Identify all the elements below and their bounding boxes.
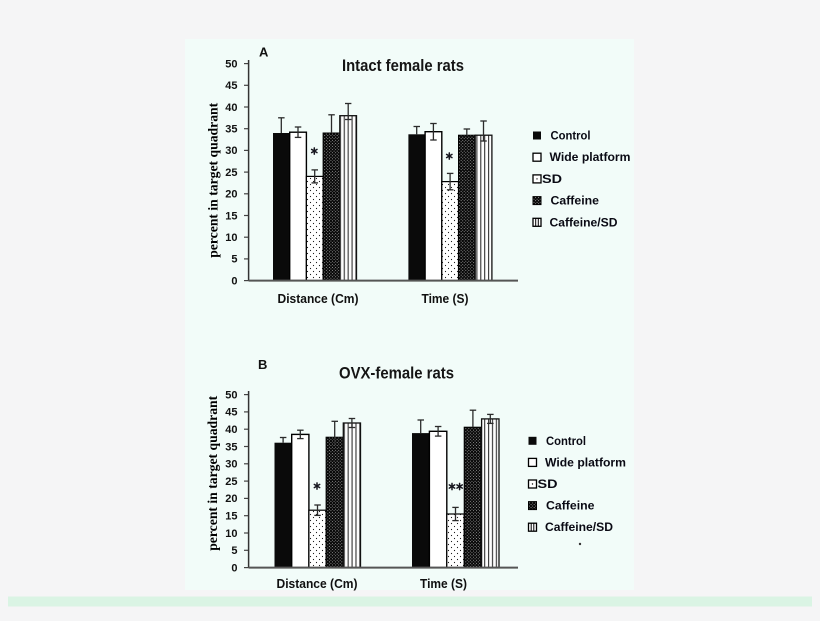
svg-text:Intact female rats: Intact female rats bbox=[342, 57, 464, 75]
svg-text:20: 20 bbox=[225, 189, 237, 201]
svg-text:5: 5 bbox=[231, 254, 237, 266]
svg-text:Caffeine: Caffeine bbox=[551, 196, 600, 208]
svg-text:Caffeine/SD: Caffeine/SD bbox=[545, 522, 613, 534]
svg-text:Control: Control bbox=[546, 436, 586, 448]
svg-text:A: A bbox=[259, 45, 269, 60]
svg-text:SD: SD bbox=[538, 479, 558, 491]
svg-text:Caffeine/SD: Caffeine/SD bbox=[550, 217, 618, 229]
svg-text:Distance (Cm): Distance (Cm) bbox=[277, 576, 358, 591]
svg-text:OVX-female rats: OVX-female rats bbox=[339, 365, 454, 383]
svg-text:25: 25 bbox=[225, 167, 237, 179]
svg-text:35: 35 bbox=[225, 441, 237, 453]
svg-text:30: 30 bbox=[225, 459, 237, 471]
svg-text:35: 35 bbox=[225, 124, 237, 136]
svg-text:45: 45 bbox=[225, 407, 237, 419]
svg-text:45: 45 bbox=[225, 80, 237, 92]
svg-text:Wide platform: Wide platform bbox=[545, 457, 626, 469]
svg-text:30: 30 bbox=[225, 145, 237, 157]
svg-text:25: 25 bbox=[225, 476, 237, 488]
svg-text:50: 50 bbox=[225, 58, 237, 70]
svg-text:10: 10 bbox=[225, 528, 237, 540]
svg-text:10: 10 bbox=[225, 232, 237, 244]
svg-text:5: 5 bbox=[231, 545, 237, 557]
svg-text:SD: SD bbox=[542, 174, 562, 186]
svg-text:B: B bbox=[258, 357, 267, 372]
svg-text:15: 15 bbox=[225, 511, 237, 523]
svg-text:50: 50 bbox=[225, 389, 237, 401]
svg-text:percent in target quadrant: percent in target quadrant bbox=[205, 395, 220, 550]
svg-text:Wide platform: Wide platform bbox=[550, 152, 631, 164]
svg-text:Caffeine: Caffeine bbox=[546, 501, 595, 513]
svg-text:Distance (Cm): Distance (Cm) bbox=[278, 291, 359, 306]
svg-text:0: 0 bbox=[231, 275, 237, 287]
svg-text:Control: Control bbox=[551, 131, 591, 143]
svg-text:40: 40 bbox=[225, 424, 237, 436]
svg-text:15: 15 bbox=[225, 210, 237, 222]
svg-text:percent in target quadrant: percent in target quadrant bbox=[206, 102, 221, 257]
svg-text:20: 20 bbox=[225, 493, 237, 505]
svg-text:Time (S): Time (S) bbox=[422, 291, 469, 306]
svg-text:0: 0 bbox=[231, 562, 237, 574]
svg-text:Time (S): Time (S) bbox=[420, 576, 467, 591]
svg-text:40: 40 bbox=[225, 102, 237, 114]
